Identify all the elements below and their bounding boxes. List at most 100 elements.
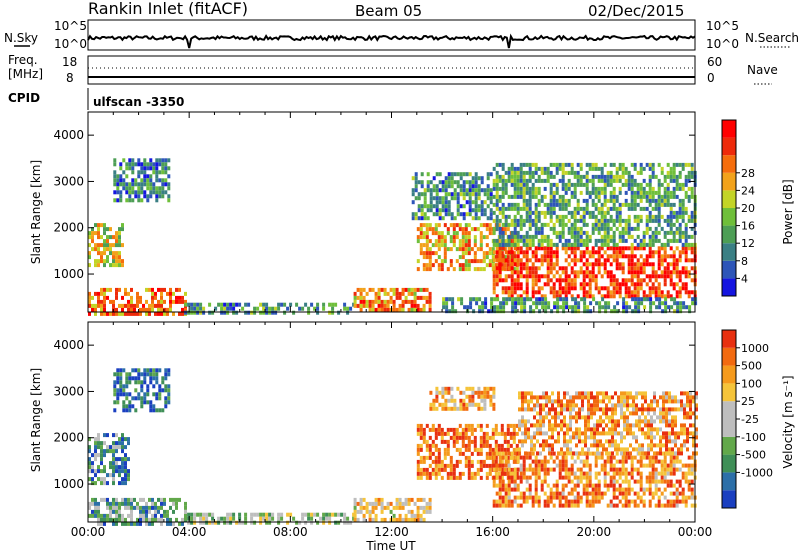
- heat-cell: [637, 301, 641, 306]
- heat-cell: [582, 459, 586, 464]
- heat-cell: [253, 512, 257, 517]
- heat-cell: [371, 509, 375, 514]
- heat-cell: [641, 431, 644, 436]
- heat-cell: [598, 305, 602, 310]
- heat-cell: [675, 491, 679, 496]
- heat-cell: [115, 239, 118, 244]
- heat-cell: [593, 407, 596, 412]
- heat-cell: [434, 251, 438, 256]
- heat-cell: [199, 512, 203, 517]
- heat-cell: [672, 166, 676, 171]
- heat-cell: [461, 471, 465, 476]
- heat-cell: [504, 491, 508, 496]
- heat-cell: [423, 196, 427, 201]
- heat-cell: [507, 503, 511, 508]
- heat-cell: [467, 423, 471, 428]
- cpid-value: ulfscan -3350: [93, 95, 184, 109]
- colorbar-segment: [722, 172, 736, 191]
- heat-cell: [491, 431, 495, 436]
- heat-cell: [426, 184, 430, 189]
- heat-cell: [672, 174, 676, 179]
- heat-cell: [657, 246, 661, 251]
- heat-cell: [633, 198, 637, 203]
- heat-cell: [609, 162, 613, 167]
- heat-cell: [244, 520, 248, 525]
- heat-cell: [401, 287, 405, 292]
- heat-cell: [654, 467, 658, 472]
- heat-cell: [636, 467, 640, 472]
- heat-cell: [630, 290, 634, 295]
- heat-cell: [495, 222, 499, 227]
- heat-cell: [615, 258, 619, 263]
- heat-cell: [113, 408, 117, 413]
- heat-cell: [630, 226, 634, 231]
- heat-cell: [561, 483, 565, 488]
- heat-cell: [134, 194, 138, 199]
- heat-cell: [576, 226, 580, 231]
- heat-cell: [422, 267, 426, 272]
- heat-cell: [479, 475, 483, 480]
- heat-cell: [157, 509, 160, 514]
- heat-cell: [666, 463, 670, 468]
- heat-cell: [122, 388, 126, 393]
- heat-cell: [100, 441, 103, 446]
- heat-cell: [585, 455, 589, 460]
- heat-cell: [507, 483, 511, 488]
- heat-cell: [543, 491, 547, 496]
- heat-cell: [560, 399, 563, 404]
- heat-cell: [624, 491, 628, 496]
- heat-cell: [151, 299, 154, 304]
- heat-cell: [419, 497, 423, 502]
- heat-cell: [509, 467, 513, 472]
- heat-cell: [155, 190, 159, 195]
- heat-cell: [681, 242, 685, 247]
- heat-cell: [611, 419, 614, 424]
- heat-cell: [449, 475, 453, 480]
- heat-cell: [585, 206, 589, 211]
- heat-cell: [395, 287, 399, 292]
- heat-cell: [666, 214, 670, 219]
- heat-cell: [498, 495, 502, 500]
- heat-cell: [178, 521, 181, 526]
- heat-cell: [642, 262, 646, 267]
- heat-cell: [573, 278, 577, 283]
- heat-cell: [169, 521, 172, 526]
- heat-cell: [464, 227, 468, 232]
- heat-cell: [88, 445, 91, 450]
- heat-cell: [657, 182, 661, 187]
- heat-cell: [115, 243, 118, 248]
- heat-cell: [606, 178, 610, 183]
- heat-cell: [638, 419, 641, 424]
- heat-cell: [115, 513, 118, 518]
- heat-cell: [552, 282, 556, 287]
- heat-cell: [416, 467, 420, 472]
- heat-cell: [666, 254, 670, 259]
- heat-cell: [681, 495, 685, 500]
- heat-cell: [125, 392, 129, 397]
- heat-cell: [660, 463, 664, 468]
- heat-cell: [113, 388, 117, 393]
- heat-cell: [555, 198, 559, 203]
- heat-cell: [118, 457, 121, 462]
- heat-cell: [423, 192, 427, 197]
- heat-cell: [395, 517, 399, 522]
- heat-cell: [552, 491, 556, 496]
- heat-cell: [557, 399, 560, 404]
- heat-cell: [175, 497, 178, 502]
- heat-cell: [392, 517, 396, 522]
- heat-cell: [437, 231, 441, 236]
- heat-cell: [570, 258, 574, 263]
- heat-cell: [143, 166, 147, 171]
- heat-cell: [113, 380, 117, 385]
- heat-cell: [420, 180, 424, 185]
- heat-cell: [678, 210, 682, 215]
- heat-cell: [495, 198, 499, 203]
- heat-cell: [612, 254, 616, 259]
- heat-cell: [477, 192, 481, 197]
- heat-cell: [140, 170, 144, 175]
- heat-cell: [620, 403, 623, 408]
- heat-cell: [88, 437, 91, 442]
- heat-cell: [511, 305, 515, 310]
- heat-cell: [661, 301, 665, 306]
- heat-cell: [419, 423, 423, 428]
